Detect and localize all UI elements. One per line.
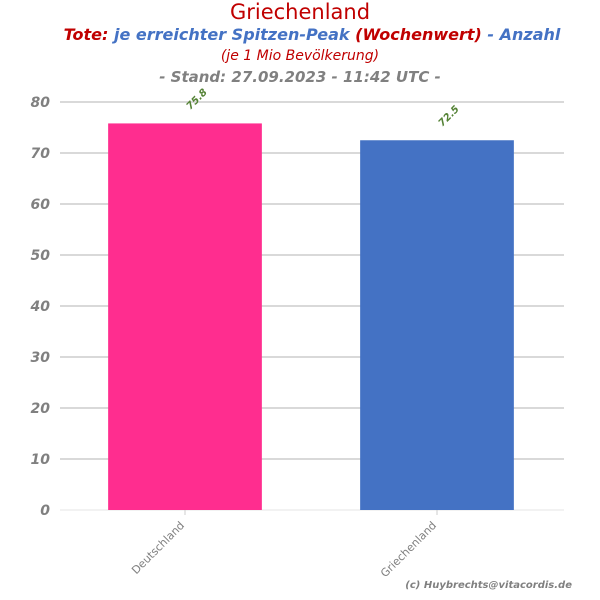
y-tick-label: 70 bbox=[31, 146, 51, 162]
y-tick-label: 0 bbox=[40, 503, 50, 519]
y-tick-label: 60 bbox=[31, 197, 51, 213]
subtitle-part-2: je erreichter Spitzen-Peak bbox=[113, 25, 350, 44]
y-tick-label: 40 bbox=[30, 299, 51, 315]
bar bbox=[360, 140, 514, 510]
y-tick-label: 30 bbox=[31, 350, 51, 366]
data-label: 75.8 bbox=[185, 87, 210, 112]
y-tick-label: 20 bbox=[31, 401, 51, 417]
subtitle-part-1: Tote: bbox=[63, 25, 109, 44]
chart-subtitle-unit: (je 1 Mio Bevölkerung) bbox=[220, 48, 380, 64]
x-tick-label: Deutschland bbox=[129, 519, 187, 577]
subtitle-part-4: - Anzahl bbox=[487, 25, 561, 44]
chart-timestamp: - Stand: 27.09.2023 - 11:42 UTC - bbox=[159, 68, 441, 86]
bar bbox=[108, 123, 262, 511]
subtitle-part-3: (Wochenwert) bbox=[355, 25, 482, 44]
data-label: 72.5 bbox=[437, 104, 462, 129]
y-tick-label: 80 bbox=[31, 95, 51, 111]
chart-subtitle: Tote: je erreichter Spitzen-Peak (Wochen… bbox=[0, 24, 600, 46]
y-tick-label: 10 bbox=[31, 452, 51, 468]
credit-text: (c) Huybrechts@vitacordis.de bbox=[405, 580, 572, 591]
y-tick-label: 50 bbox=[31, 248, 51, 264]
x-tick-label: Griechenland bbox=[378, 519, 439, 580]
chart-title: Griechenland bbox=[229, 0, 371, 24]
